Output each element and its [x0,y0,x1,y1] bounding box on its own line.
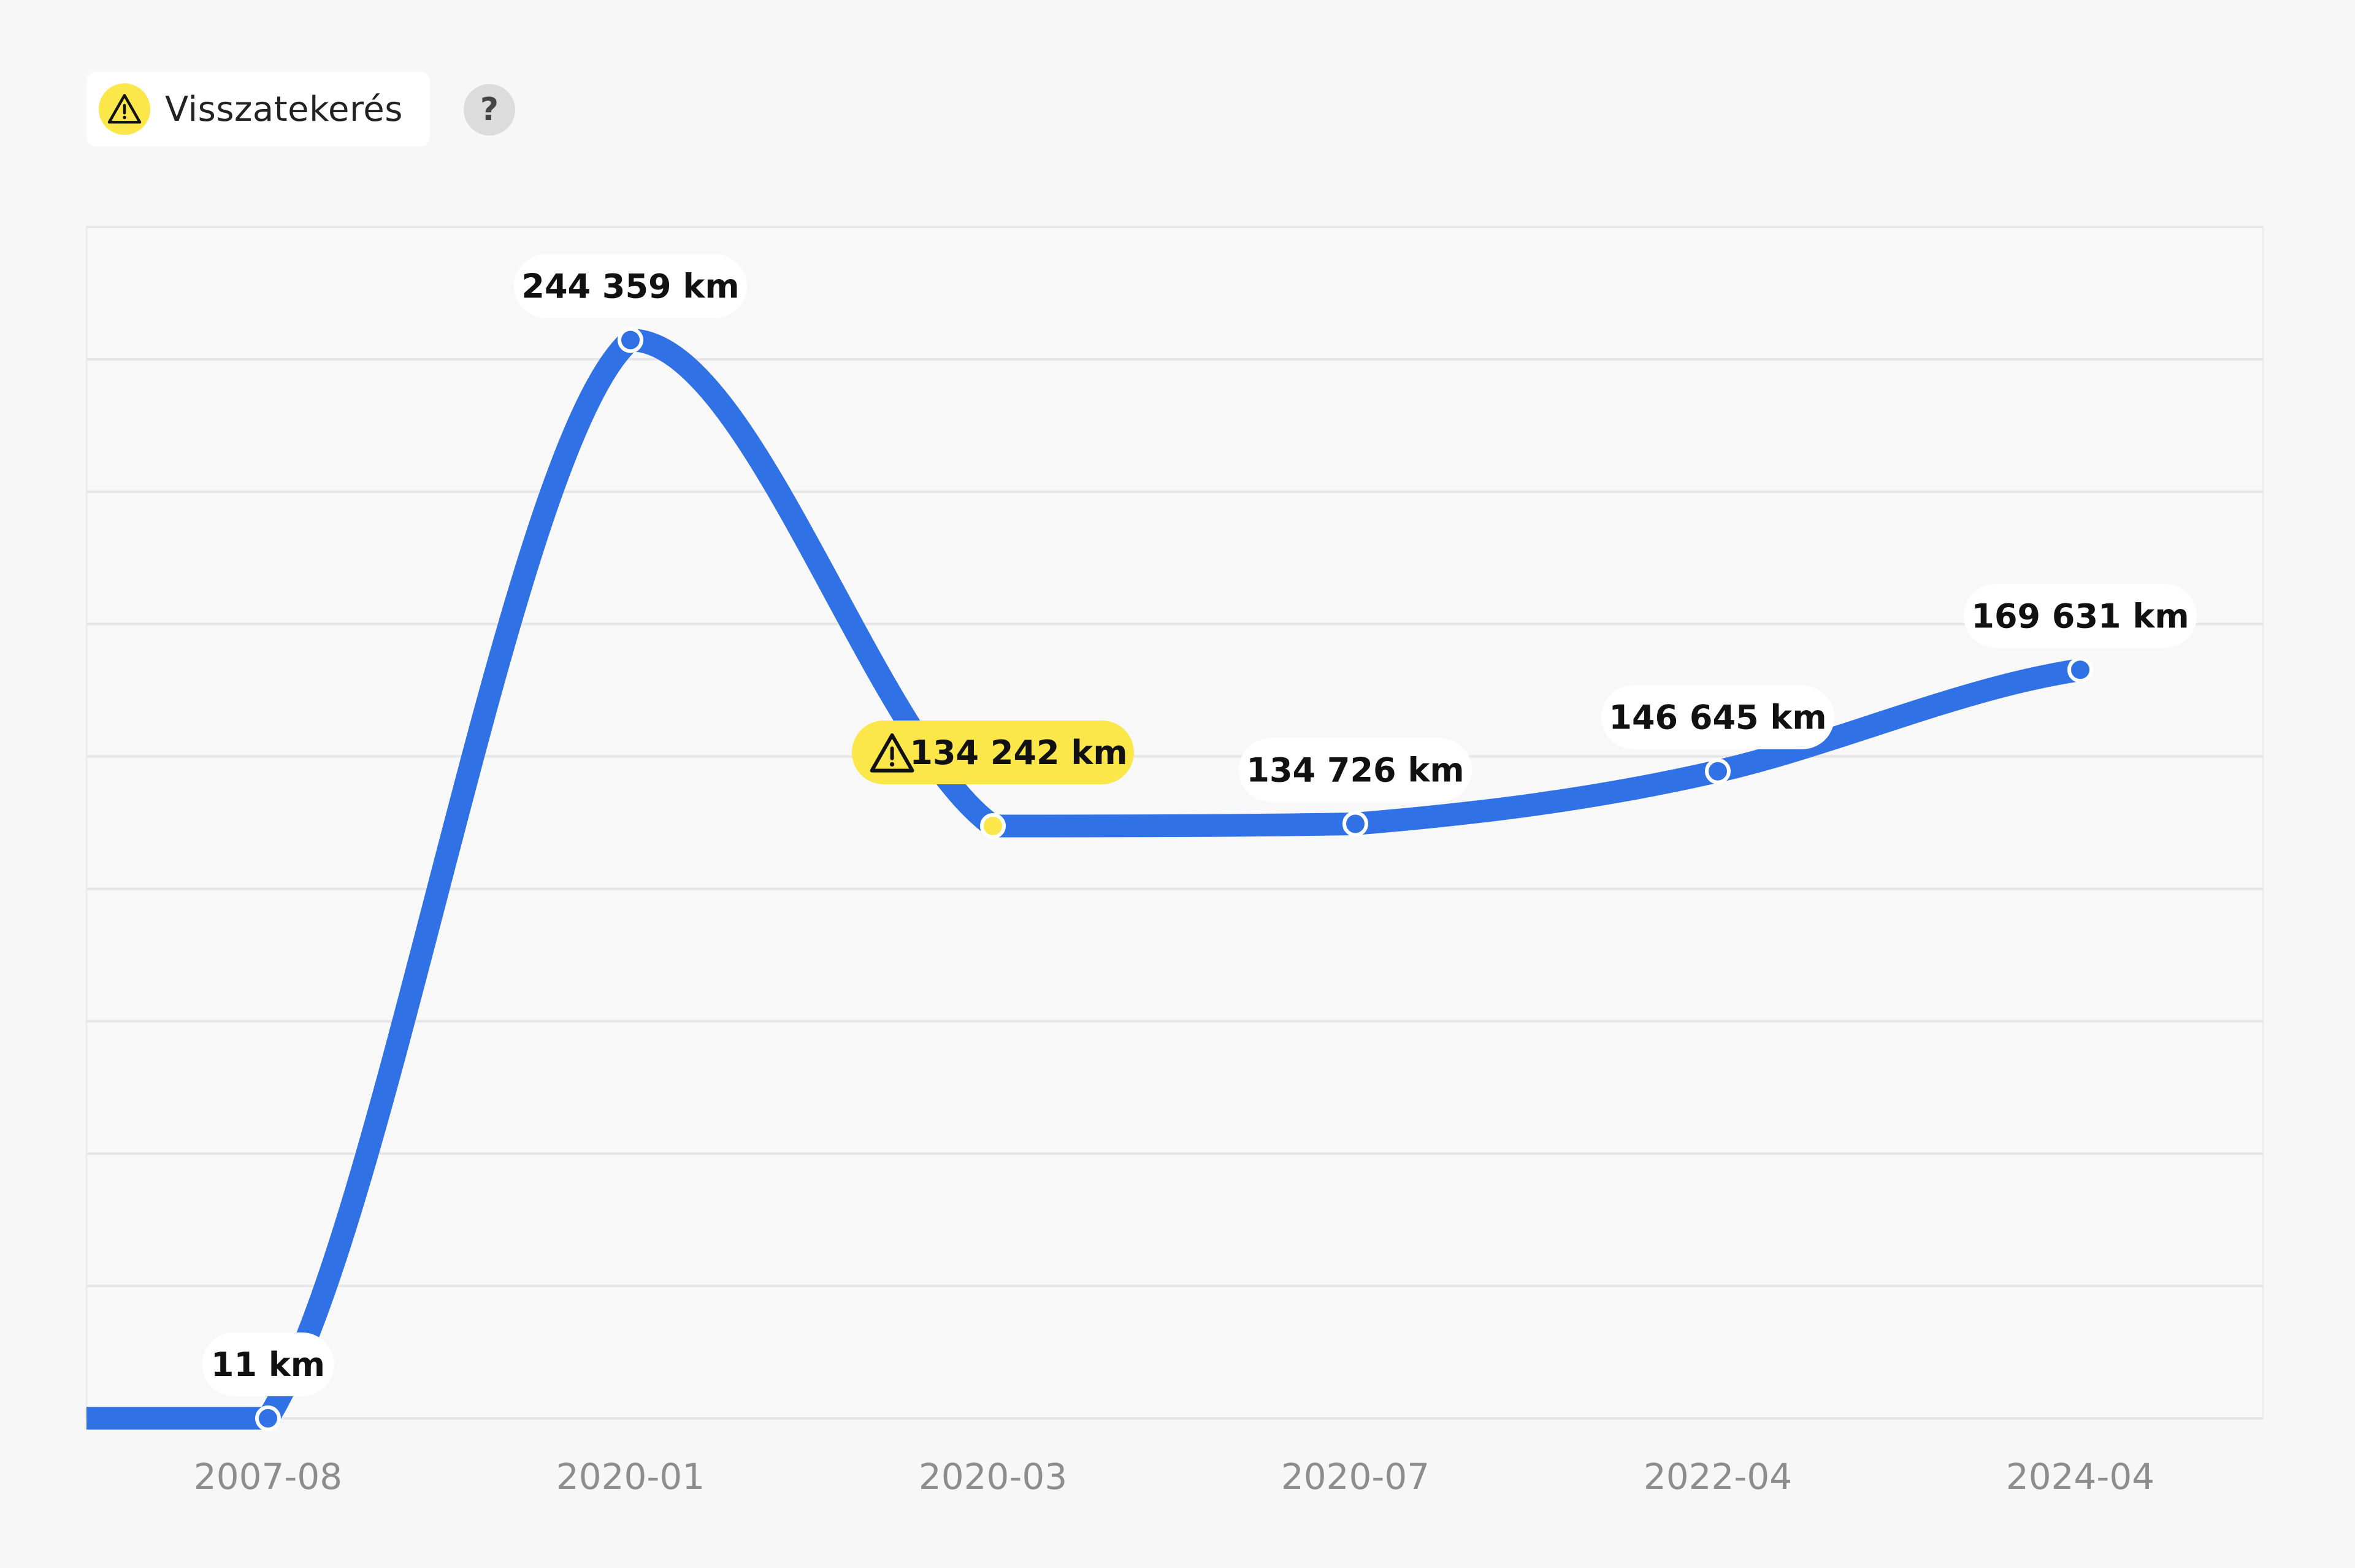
data-label-bg [1601,685,1834,749]
data-label-text: 134 242 km [909,733,1127,772]
data-label: 134 726 km [1239,738,1472,802]
data-label-text: 244 359 km [521,267,739,306]
warning-label-pill [852,720,1134,784]
series-line-layer [86,329,2082,1430]
grid-lines [86,226,2263,1420]
help-button[interactable]: ? [464,84,515,136]
x-tick-label: 2007-08 [194,1456,342,1497]
legend-warning-item: Visszatekerés [86,72,430,147]
data-label-bg [514,254,747,318]
data-label-bg [202,1332,334,1396]
data-point[interactable] [618,327,643,353]
warning-triangle-icon [99,83,150,135]
data-label-bg [1964,584,2197,648]
legend-label: Visszatekerés [165,89,403,129]
series-line [86,329,2082,1430]
data-label-text: 134 726 km [1246,751,1464,789]
warning-data-point[interactable] [980,813,1006,839]
x-tick-label: 2020-03 [919,1456,1067,1497]
data-label-text: 11 km [211,1345,325,1384]
data-label: 169 631 km [1964,584,2197,648]
data-label-bg [1239,738,1472,802]
data-label: 146 645 km [1601,685,1834,749]
data-point[interactable] [2067,657,2093,683]
data-point[interactable] [1342,811,1368,837]
data-label-text: 169 631 km [1971,597,2189,635]
x-tick-label: 2022-04 [1644,1456,1792,1497]
data-point[interactable] [1705,758,1731,784]
x-tick-label: 2020-07 [1281,1456,1430,1497]
data-label: 244 359 km [514,254,747,318]
warning-triangle-icon [870,733,914,773]
x-axis: 2007-08 2020-01 2020-03 2020-07 2022-04 2024-… [194,1456,2154,1497]
data-point[interactable] [255,1405,281,1431]
data-points [255,327,2093,1431]
data-labels: 11 km 244 359 km 134 242 km 134 726 km 146 6… [202,254,2197,1396]
x-tick-label: 2024-04 [2006,1456,2154,1497]
x-tick-label: 2020-01 [556,1456,705,1497]
data-label: 11 km [202,1332,334,1396]
warning-data-label: 134 242 km [852,720,1134,784]
data-label-text: 146 645 km [1609,698,1826,737]
